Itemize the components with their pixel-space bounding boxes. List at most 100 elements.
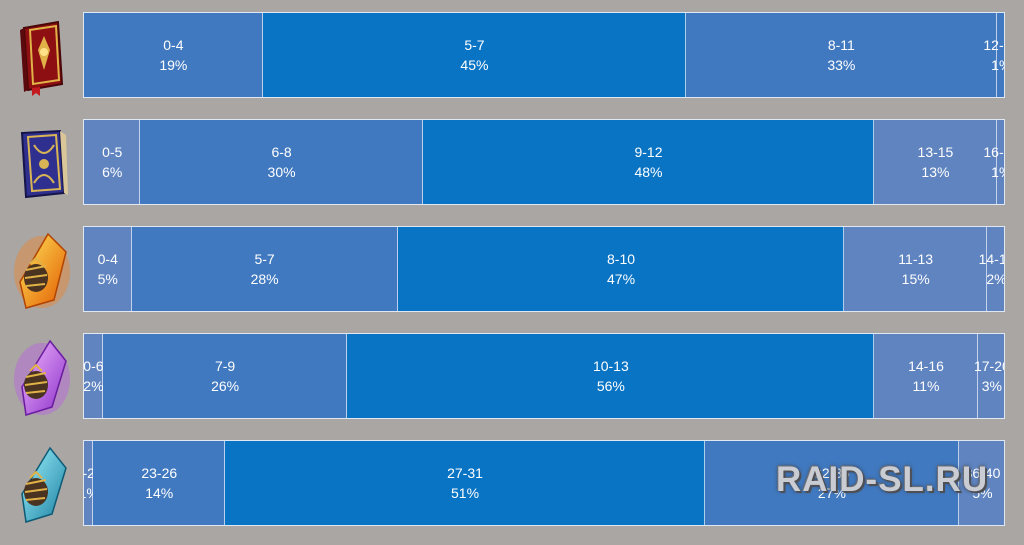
segment-percent: 11%	[912, 378, 940, 394]
segment-label: 17-20 3%	[973, 356, 1004, 396]
segment-percent: 45%	[460, 57, 489, 73]
segment-label: 8-10 47%	[607, 249, 635, 289]
arcane-tome-blue-icon	[10, 121, 74, 205]
bar-segment	[84, 334, 103, 418]
bar-segment	[84, 227, 132, 311]
segment-label: 13-15 13%	[918, 142, 954, 182]
bar-segment	[140, 120, 423, 204]
bar-segment	[844, 227, 987, 311]
segment-range: 10-13	[592, 358, 629, 374]
segment-range: 36-40	[964, 465, 1001, 481]
bar-segment	[874, 334, 978, 418]
segment-percent: 27%	[817, 485, 846, 501]
segment-label: 14-16 2%	[978, 249, 1004, 289]
bar-segment	[958, 441, 1004, 525]
segment-label: 5-7 45%	[460, 35, 488, 75]
segment-label: 27-31 51%	[447, 463, 483, 503]
segment-range: 0-4	[163, 37, 184, 53]
legendary-gem-orange-icon	[10, 228, 74, 312]
segment-range: 8-10	[607, 251, 636, 267]
segment-percent: 15%	[901, 271, 930, 287]
segment-percent: 13%	[921, 164, 950, 180]
bar-segment	[874, 120, 997, 204]
segment-label: 16-19 1%	[983, 142, 1004, 182]
segment-label: 8-11 33%	[827, 35, 855, 75]
segment-label: 23-26 14%	[141, 463, 177, 503]
segment-label: 0-6 2%	[83, 356, 104, 396]
bar-segment	[397, 227, 845, 311]
segment-percent: 5%	[97, 271, 118, 287]
segment-percent: 47%	[607, 271, 636, 287]
segment-percent: 33%	[827, 57, 856, 73]
segment-percent: 3%	[981, 378, 1002, 394]
segment-range: 9-12	[634, 144, 663, 160]
bar-segment	[996, 13, 1004, 97]
segment-percent: 1%	[991, 57, 1004, 73]
segment-percent: 2%	[83, 378, 104, 394]
segment-label: 0-4 5%	[98, 249, 118, 289]
epic-gem-purple-icon	[10, 335, 74, 419]
segment-range: 14-16	[978, 251, 1004, 267]
segment-percent: 1%	[991, 164, 1004, 180]
segment-label: 36-40 5%	[965, 463, 1001, 503]
segment-label: 14-16 11%	[908, 356, 944, 396]
segment-range: 6-8	[271, 144, 292, 160]
rare-gem-teal-icon	[10, 442, 74, 526]
bar-segment	[262, 13, 687, 97]
bar-segment	[704, 441, 959, 525]
segment-label: 12-14 1%	[983, 35, 1004, 75]
segment-range: 13-15	[917, 144, 954, 160]
segment-range: 12-14	[983, 37, 1004, 53]
segment-percent: 56%	[596, 378, 625, 394]
bar-segment	[84, 441, 94, 525]
segment-range: 11-13	[898, 251, 934, 267]
segment-label: 5-7 28%	[251, 249, 279, 289]
bar-segment	[686, 13, 997, 97]
segment-percent: 19%	[159, 57, 188, 73]
segment-label: 7-9 26%	[211, 356, 239, 396]
segment-range: 0-6	[83, 358, 104, 374]
segment-percent: 48%	[634, 164, 663, 180]
segment-percent: 5%	[972, 485, 993, 501]
segment-range: 32-35	[814, 465, 850, 481]
segment-range: 14-16	[908, 358, 944, 374]
segment-percent: 51%	[451, 485, 480, 501]
segment-range: 8-11	[827, 37, 855, 53]
segment-label: 11-13 15%	[898, 249, 933, 289]
segment-label: 0-5 6%	[102, 142, 122, 182]
segment-percent: 6%	[102, 164, 123, 180]
ancient-tome-red-icon	[10, 14, 74, 98]
segment-range: 23-26	[141, 465, 178, 481]
bar-segment	[996, 120, 1004, 204]
segment-range: 5-7	[254, 251, 275, 267]
bar-segment	[93, 441, 226, 525]
segment-percent: 26%	[211, 378, 240, 394]
segment-label: 9-12 48%	[634, 142, 662, 182]
segment-label: 32-35 27%	[814, 463, 850, 503]
segment-percent: 30%	[267, 164, 296, 180]
segment-range: 5-7	[464, 37, 485, 53]
bar-segment	[977, 334, 1004, 418]
segment-range: 0-5	[102, 144, 123, 160]
segment-percent: 28%	[250, 271, 279, 287]
bar-segment	[102, 334, 348, 418]
bar-segment	[986, 227, 1004, 311]
bar-segment	[422, 120, 875, 204]
segment-range: 17-20	[973, 358, 1004, 374]
segment-label: 6-8 30%	[268, 142, 296, 182]
segment-label: 10-13 56%	[593, 356, 629, 396]
bar-segment	[347, 334, 875, 418]
bar-segment	[131, 227, 398, 311]
bar-segment	[84, 13, 263, 97]
segment-range: 27-31	[447, 465, 483, 481]
segment-percent: 14%	[145, 485, 174, 501]
